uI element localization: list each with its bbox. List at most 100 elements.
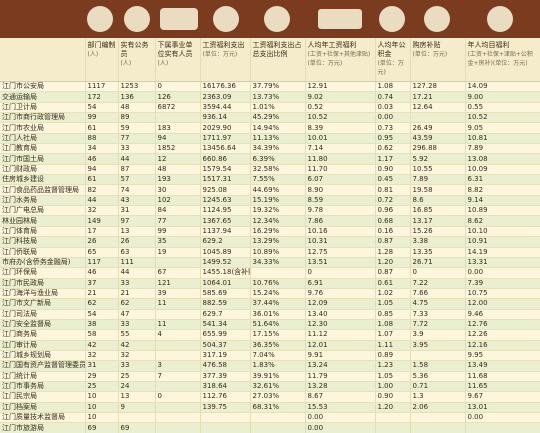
data-cell: 1.08 <box>375 81 411 93</box>
department-cell: 江门国有资产监督管理委员会 <box>0 360 86 372</box>
data-cell <box>200 412 251 424</box>
table-row: 江门质量技术监督局 10 0.00 0.00 <box>0 412 540 424</box>
data-cell: 7.04% <box>250 350 306 362</box>
data-cell: 17.21 <box>410 91 466 103</box>
header-label: 年人均目福利 <box>467 41 510 49</box>
data-cell: 1.20 <box>375 402 411 414</box>
icon <box>487 6 513 32</box>
data-cell: 9 <box>118 402 156 414</box>
department-cell: 江门卫计局 <box>0 102 86 114</box>
department-cell: 江门水务局 <box>0 195 86 207</box>
data-cell: 9.91 <box>305 350 376 362</box>
data-cell: 62 <box>118 298 156 310</box>
data-cell: 77 <box>155 215 201 227</box>
data-cell: 99 <box>155 226 201 238</box>
data-cell: 1.3 <box>410 391 466 403</box>
data-cell: 34.33% <box>250 257 306 269</box>
data-cell: 0.00 <box>465 412 540 424</box>
data-cell: 925.08 <box>200 184 251 196</box>
header-cell: 工资福利支出 (单位：万元) <box>200 38 251 82</box>
table-row: 江门教育局 34 33 1852 13456.64 34.39% 7.14 0.62 296.8… <box>0 143 540 155</box>
data-cell <box>375 412 411 424</box>
data-cell: 318.64 <box>200 381 251 393</box>
data-cell: 4.75 <box>410 298 466 310</box>
data-cell <box>155 350 201 362</box>
data-cell: 21 <box>85 288 119 300</box>
data-cell: 0 <box>305 267 376 279</box>
data-cell <box>155 381 201 393</box>
data-cell <box>155 257 201 269</box>
data-cell: 7.33 <box>410 309 466 320</box>
data-cell: 99 <box>85 112 119 124</box>
data-cell: 4 <box>155 329 201 341</box>
data-cell: 1.08 <box>375 319 411 331</box>
table-row: 江门科技局 26 26 35 629.2 13.29% 10.31 0.87 3.38 10.91 <box>0 236 540 248</box>
data-cell: 30 <box>155 184 201 196</box>
header-label: 工资福利支出 <box>202 41 245 49</box>
data-cell: 0.81 <box>375 184 411 196</box>
data-cell: 11.79 <box>305 371 376 382</box>
header-unit: (单位：万元) <box>412 51 448 58</box>
data-cell: 24 <box>118 381 156 393</box>
data-cell: 0.00 <box>305 422 376 433</box>
data-cell: 11.13% <box>250 133 306 145</box>
data-cell: 67 <box>155 267 201 279</box>
data-cell: 13456.64 <box>200 143 251 155</box>
data-cell: 47 <box>118 309 156 320</box>
department-cell: 江门统计局 <box>0 371 86 382</box>
data-cell: 0.00 <box>375 112 411 124</box>
header-label: 下属事业单位实有人员 <box>157 41 193 58</box>
data-cell: 13.17 <box>410 215 466 227</box>
data-cell: 0 <box>155 391 201 403</box>
data-cell: 3.38 <box>410 236 466 248</box>
data-cell: 7.55% <box>250 174 306 186</box>
data-cell: 1253 <box>118 81 156 93</box>
data-cell <box>250 422 306 433</box>
department-cell: 江门市商行政管理局 <box>0 112 86 124</box>
data-cell: 17 <box>85 226 119 238</box>
data-cell: 10 <box>85 391 119 403</box>
data-cell: 10.10 <box>465 226 540 238</box>
header-cell: 工资福利支出占总支出比例 <box>250 38 306 82</box>
department-cell: 住房城乡建设 <box>0 174 86 186</box>
icon <box>379 6 405 32</box>
table-row: 江门国有资产监督管理委员会 31 33 3 476.58 1.83% 13.24 1.23 1.… <box>0 360 540 372</box>
data-cell: 33 <box>118 143 156 155</box>
data-cell: 1124.95 <box>200 205 251 217</box>
header-cell <box>0 38 86 82</box>
data-cell: 9.14 <box>465 195 540 207</box>
table-row: 江门民宗局 10 13 0 112.76 27.03% 8.67 0.90 1.3 9.67 <box>0 391 540 403</box>
data-cell: 12 <box>155 153 201 165</box>
header-cell: 实有公务员 (人) <box>118 38 156 82</box>
data-cell: 26.49 <box>410 122 466 134</box>
data-cell: 0.16 <box>375 226 411 238</box>
data-cell: 61 <box>85 174 119 186</box>
data-cell: 1045.89 <box>200 247 251 258</box>
data-cell: 8.82 <box>465 184 540 196</box>
data-cell: 193 <box>155 174 201 186</box>
table-row: 江门审计局 42 42 504.37 36.35% 12.01 1.11 3.95 12.16 <box>0 340 540 351</box>
department-cell: 江门科技局 <box>0 236 86 248</box>
header-cell: 人均年公积金 (单位：万元) <box>375 38 411 82</box>
icon <box>87 6 113 32</box>
data-cell: 44.69% <box>250 184 306 196</box>
table-row: 市府办(含侨务金融局) 117 111 1499.52 34.33% 13.51 1.20 2… <box>0 257 540 269</box>
data-cell <box>465 422 540 433</box>
department-cell: 市府办(含侨务金融局) <box>0 257 86 269</box>
header-cell: 购房补贴 (单位：万元) <box>410 38 466 82</box>
data-cell: 1579.54 <box>200 164 251 176</box>
data-cell: 32 <box>85 350 119 362</box>
table-row: 江门广电总局 32 31 84 1124.95 19.32% 9.78 0.96 16.85 10… <box>0 205 540 217</box>
data-cell: 0.72 <box>375 195 411 207</box>
data-cell: 15.53 <box>305 402 376 414</box>
data-cell: 0.85 <box>375 309 411 320</box>
department-cell: 江门安全监督局 <box>0 319 86 331</box>
header-label: 购房补贴 <box>412 41 441 49</box>
data-cell: 32 <box>85 205 119 217</box>
data-cell: 15.26 <box>410 226 466 238</box>
data-cell: 102 <box>155 195 201 207</box>
data-cell: 68.31% <box>250 402 306 414</box>
department-cell: 江门市国土局 <box>0 153 86 165</box>
data-cell: 42 <box>118 340 156 351</box>
data-cell: 10 <box>85 402 119 414</box>
